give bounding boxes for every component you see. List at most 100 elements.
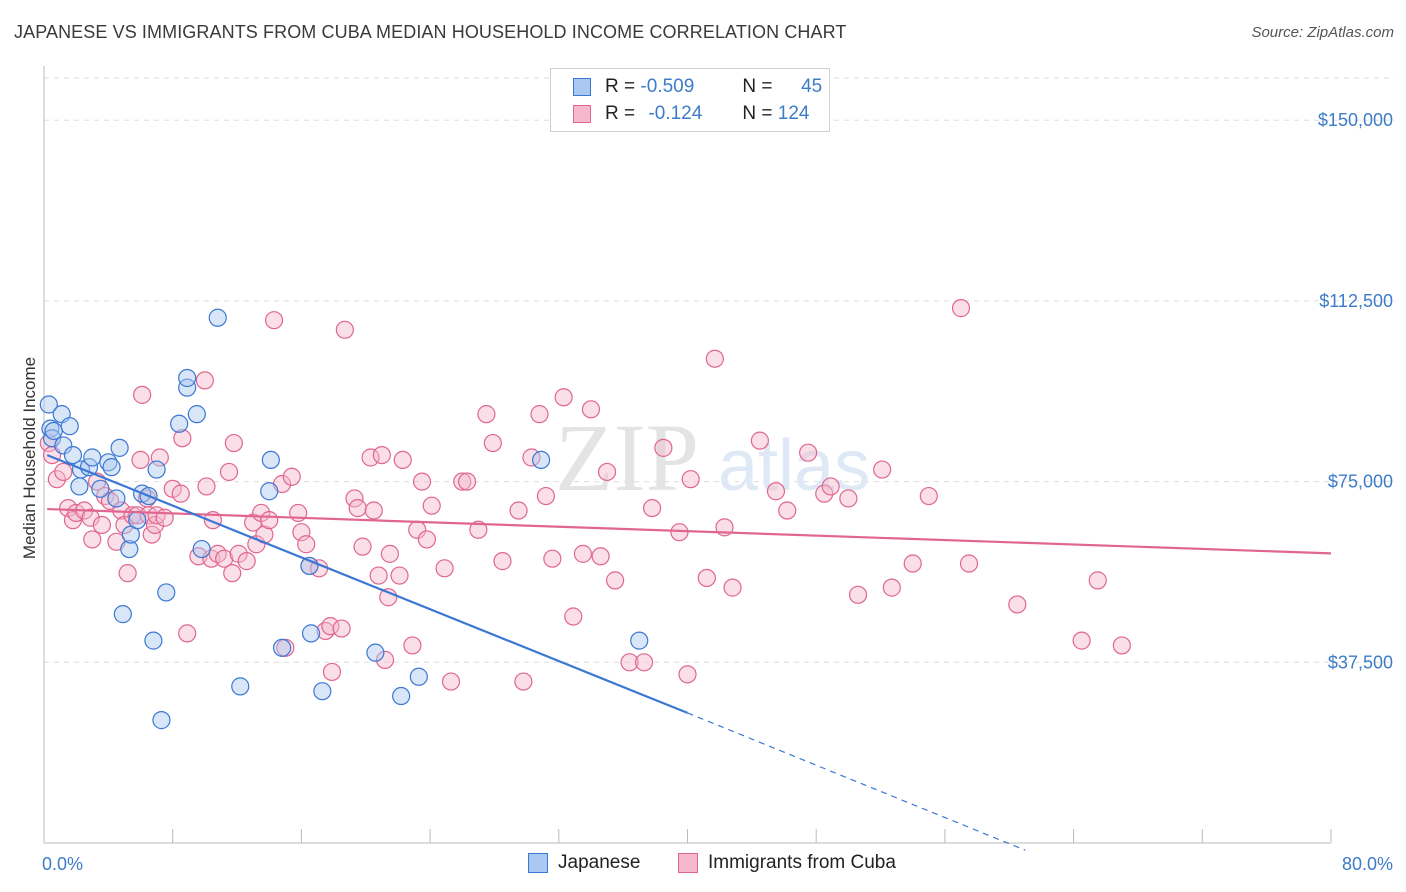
cuba-point [92, 515, 112, 535]
cuba-point [453, 472, 472, 491]
cuba-point [372, 445, 391, 465]
japanese-point [157, 583, 176, 602]
cuba-point [297, 535, 316, 554]
x-tick-label-min: 0.0% [42, 854, 83, 874]
cuba-point [1112, 636, 1131, 655]
cuba-point [873, 460, 892, 479]
legend-r-value: -0.509 [640, 76, 695, 97]
cuba-point [197, 477, 216, 496]
cuba-point [219, 462, 239, 482]
japanese-point [630, 631, 649, 650]
y-axis-label: Median Household Income [20, 357, 39, 559]
cuba-trend-line [47, 507, 1332, 555]
japanese-point [231, 677, 250, 696]
legend-swatch-pink [573, 105, 591, 123]
cuba-point [606, 571, 625, 590]
y-tick-label: $112,500 [1319, 291, 1393, 311]
legend-item-japanese: Japanese [528, 852, 640, 874]
legend-n-label: N = [742, 76, 773, 97]
japanese-point [178, 378, 197, 397]
gridlines [44, 77, 1395, 663]
cuba-point [150, 448, 169, 467]
cuba-point [380, 544, 399, 563]
cuba-point [581, 400, 601, 419]
cuba-point [348, 498, 367, 518]
series-legend: Japanese Immigrants from Cuba [0, 852, 1406, 878]
japanese-point [366, 643, 385, 662]
cuba-point [543, 549, 562, 568]
cuba-point [493, 552, 512, 571]
cuba-point [322, 662, 342, 682]
y-tick-label: $37,500 [1328, 652, 1393, 672]
legend-swatch-blue [528, 853, 548, 873]
watermark-zip: ZIP [555, 404, 699, 511]
x-tick-label-max: 80.0% [1342, 854, 1393, 874]
japanese-point [91, 479, 110, 498]
cuba-point [723, 578, 742, 597]
legend-item-cuba: Immigrants from Cuba [678, 852, 896, 874]
legend-n-value: 124 [777, 103, 810, 124]
cuba-point [839, 489, 858, 508]
cuba-point [224, 433, 243, 453]
legend-label-japanese: Japanese [558, 852, 641, 873]
cuba-point [335, 320, 354, 339]
japanese-point [260, 482, 279, 501]
trend-lines [46, 454, 1332, 851]
cuba-point [678, 665, 697, 684]
japanese-point [107, 489, 126, 508]
cuba-point [364, 501, 383, 520]
cuba-point [173, 429, 192, 448]
cuba-point [536, 486, 556, 506]
cuba-point [178, 624, 197, 643]
japanese-point [99, 453, 118, 472]
chart-title: JAPANESE VS IMMIGRANTS FROM CUBA MEDIAN … [14, 22, 847, 42]
cuba-point [369, 566, 388, 585]
cuba-point [417, 530, 436, 549]
japanese-point [113, 605, 132, 624]
legend-r-label: R = [605, 103, 636, 124]
cuba-point [959, 554, 979, 573]
cuba-point [919, 486, 938, 506]
cuba-point [353, 537, 372, 556]
legend-row-cuba: R = -0.124 N = 124 [573, 102, 809, 126]
cuba-point [882, 578, 901, 597]
japanese-point [63, 445, 83, 465]
cuba-point [345, 489, 364, 508]
cuba-point [321, 617, 340, 636]
cuba-point [260, 511, 279, 530]
cuba-point [564, 607, 583, 626]
japanese-trend-extension [687, 712, 1026, 851]
series-cuba-points [39, 299, 1131, 691]
japanese-point [261, 450, 280, 470]
cuba-point [458, 472, 477, 491]
japanese-point [187, 405, 206, 424]
japanese-point [60, 417, 79, 436]
cuba-point [54, 462, 73, 482]
series-japanese-points [39, 308, 649, 730]
cuba-point [133, 385, 152, 404]
cuba-point [951, 299, 971, 318]
source-label: Source: ZipAtlas.com [1251, 24, 1394, 41]
cuba-point [573, 544, 593, 563]
cuba-point [483, 433, 502, 453]
cuba-point [554, 388, 573, 407]
cuba-point [171, 484, 190, 503]
cuba-point [514, 672, 533, 691]
japanese-point [128, 511, 147, 530]
cuba-point [422, 496, 441, 515]
japanese-point [44, 421, 63, 441]
cuba-point [361, 448, 380, 467]
cuba-point [681, 470, 700, 489]
cuba-point [264, 311, 284, 330]
legend-r-value: -0.124 [648, 103, 703, 124]
cuba-point [530, 405, 549, 424]
cuba-point [750, 431, 769, 450]
japanese-point [39, 395, 58, 414]
cuba-point [118, 564, 137, 583]
japanese-point [192, 539, 211, 559]
legend-swatch-blue [573, 78, 591, 96]
japanese-point [170, 414, 189, 433]
japanese-point [144, 631, 163, 650]
watermark: ZIP atlas [555, 404, 870, 511]
